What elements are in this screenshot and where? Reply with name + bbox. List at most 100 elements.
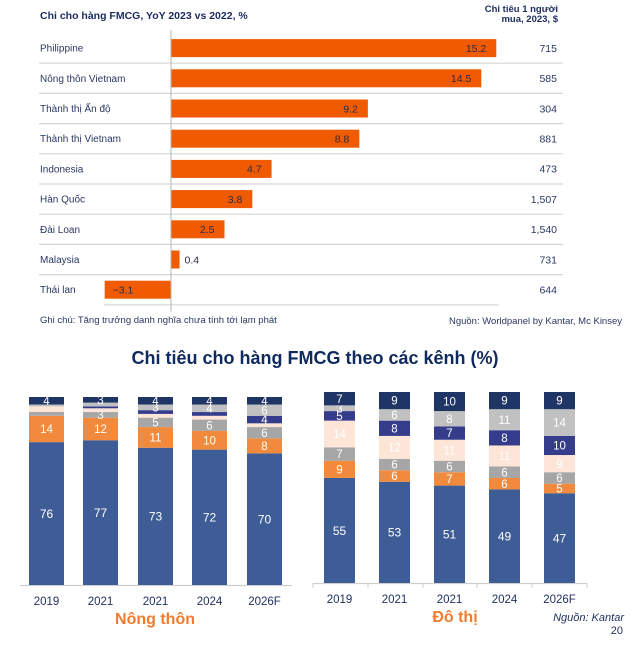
segment-label: 70 (258, 513, 272, 527)
segment-label: 6 (391, 460, 397, 472)
spend-value: 644 (539, 285, 557, 297)
segment-label: 6 (261, 405, 267, 417)
chart-note: Ghi chú: Tăng trưởng danh nghĩa chưa tín… (40, 315, 277, 326)
bar-value-label: 15.2 (466, 43, 487, 55)
segment-label: 10 (443, 397, 456, 409)
segment-label: 11 (444, 445, 456, 457)
segment-label: 6 (206, 420, 212, 432)
stack-segment (138, 447, 173, 585)
x-tick-label: 2021 (88, 596, 114, 608)
spend-value: 731 (539, 254, 557, 266)
stack-segment (544, 409, 575, 436)
category-label: Nông thôn Vietnam (40, 74, 125, 85)
segment-label: 9 (501, 396, 507, 408)
stack-segment (489, 409, 520, 431)
x-tick-label: 2021 (143, 596, 169, 608)
spend-value: 881 (539, 134, 557, 146)
segment-label: 7 (446, 474, 452, 486)
x-tick-label: 2024 (197, 596, 223, 608)
stack-segment (138, 413, 173, 418)
stack-segment (83, 408, 118, 413)
stack-segment (434, 411, 465, 427)
stack-segment (544, 392, 575, 410)
spend-per-buyer-header: Chi tiêu 1 người mua, 2023, $ (484, 4, 558, 25)
segment-label: 7 (336, 449, 342, 461)
stack-segment (83, 402, 118, 407)
stack-segment (489, 392, 520, 410)
stack-segment (434, 485, 465, 583)
segment-label: 6 (501, 479, 507, 491)
stack-segment (247, 427, 282, 439)
bar (171, 190, 253, 209)
segment-label: 5 (556, 484, 562, 496)
stack-segment (247, 438, 282, 454)
stack-segment (192, 404, 227, 413)
segment-label: 14 (333, 429, 346, 441)
stack-segment (83, 412, 118, 418)
stack-segment (138, 417, 173, 428)
yoy-growth-bar-chart: Philippine 15.2 715 Nông thôn Vietnam 14.5 58… (39, 30, 563, 312)
stack-segment (434, 426, 465, 440)
kantar-source: Nguồn: Kantar (553, 612, 624, 624)
segment-label: 4 (261, 396, 268, 408)
category-label: Malaysia (40, 255, 80, 266)
segment-label: 55 (333, 524, 347, 538)
segment-label: 3 (336, 403, 342, 415)
spend-value: 1,507 (531, 194, 557, 206)
spend-value: 1,540 (531, 224, 557, 236)
stack-segment (29, 397, 64, 405)
stack-segment (324, 447, 355, 461)
stack-segment (29, 412, 64, 416)
stack-segment (324, 411, 355, 421)
segment-label: 12 (388, 443, 401, 455)
segment-label: 3 (97, 410, 103, 422)
bar (171, 99, 368, 118)
segment-label: 4 (206, 396, 213, 408)
segment-label: 6 (391, 410, 397, 422)
bar (104, 280, 171, 299)
bar-value-label: 3.8 (228, 194, 243, 206)
segment-label: 5 (336, 411, 342, 423)
stack-segment (489, 466, 520, 478)
stack-segment (379, 435, 410, 459)
bar (171, 39, 497, 58)
stack-segment (324, 405, 355, 412)
segment-label: 11 (499, 451, 511, 463)
stack-segment (247, 404, 282, 416)
stack-segment (379, 458, 410, 471)
segment-label: 76 (40, 507, 54, 521)
stack-segment (192, 419, 227, 431)
segment-label: 3 (97, 395, 103, 407)
bar-value-label: 4.7 (247, 164, 262, 176)
category-label: Philippine (40, 44, 84, 55)
segment-label: 8 (261, 441, 267, 453)
stack-segment (489, 489, 520, 583)
stack-segment (192, 449, 227, 585)
segment-label: 6 (446, 462, 452, 474)
stack-segment (138, 427, 173, 448)
stack-segment (434, 439, 465, 461)
stack-segment (489, 445, 520, 467)
segment-label: 4 (261, 415, 268, 427)
segment-label: 8 (391, 423, 397, 435)
urban-channel-stacked-chart: 5597145372019536612869202151761178102021… (312, 392, 588, 606)
segment-label: 5 (152, 418, 158, 430)
bar-value-label: −3.1 (113, 285, 134, 297)
bar (171, 250, 180, 269)
category-label: Hàn Quốc (40, 194, 85, 206)
stack-segment (192, 430, 227, 450)
segment-label: 4 (43, 396, 50, 408)
stack-segment (247, 415, 282, 424)
chart-source: Nguồn: Worldpanel by Kantar, Mc Kinsey (448, 316, 622, 327)
segment-label: 4 (206, 403, 213, 415)
bar-value-label: 2.5 (200, 224, 215, 236)
stack-segment (29, 404, 64, 407)
bar (171, 69, 482, 88)
bar-value-label: 14.5 (451, 73, 472, 85)
stack-segment (434, 460, 465, 473)
category-label: Thành thị Ấn độ (40, 102, 111, 115)
yoy-chart-title: Chi cho hàng FMCG, YoY 2023 vs 2022, % (40, 10, 248, 22)
segment-label: 53 (388, 526, 402, 540)
segment-label: 6 (261, 428, 267, 440)
bar-value-label: 8.8 (335, 134, 350, 146)
